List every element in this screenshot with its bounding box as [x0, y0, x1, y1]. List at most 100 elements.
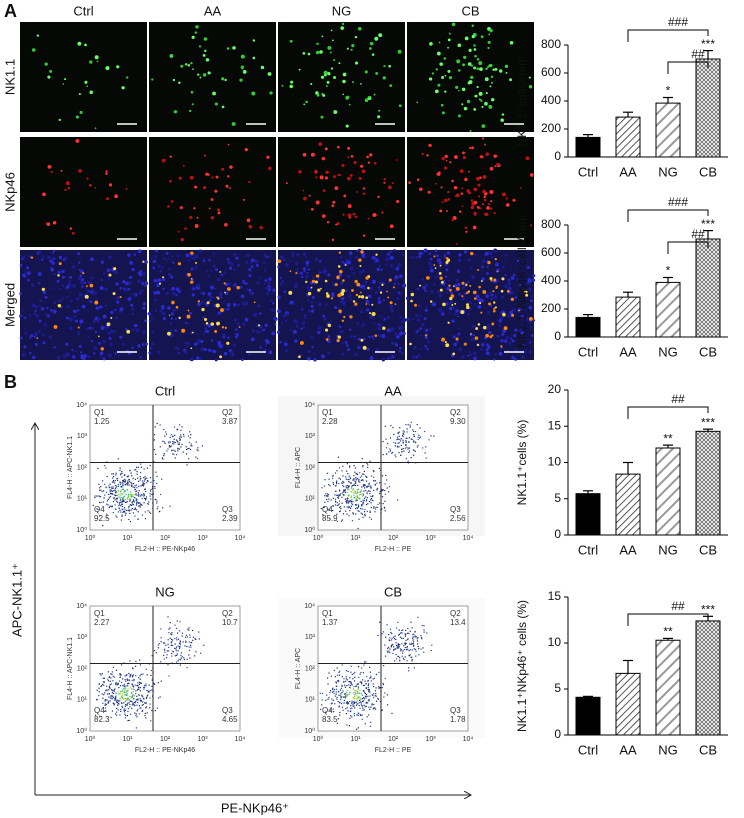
event-dot [120, 499, 121, 500]
event-dot [164, 649, 165, 650]
event-dot [164, 436, 165, 437]
nucleus [359, 271, 362, 274]
nucleus [348, 294, 352, 298]
flow-plot [90, 606, 240, 731]
event-dot [117, 692, 118, 693]
event-dot [355, 513, 356, 514]
event-dot [333, 691, 334, 692]
nucleus [172, 262, 174, 264]
event-dot [127, 694, 128, 695]
quadrant-value: 2.27 [94, 618, 110, 627]
event-dot [360, 672, 361, 673]
nucleus [489, 251, 493, 255]
event-dot [408, 667, 409, 668]
event-dot [405, 444, 406, 445]
event-dot [353, 673, 354, 674]
nucleus [359, 346, 362, 349]
event-dot [392, 452, 393, 453]
nucleus [79, 293, 83, 297]
event-dot [138, 677, 139, 678]
event-dot [165, 431, 166, 432]
nucleus [109, 337, 112, 340]
event-dot [128, 475, 129, 476]
nucleus [203, 333, 205, 335]
bar [576, 137, 600, 157]
cell-spot [365, 296, 368, 299]
micrograph [20, 22, 147, 132]
event-dot [361, 682, 362, 683]
cell-spot [440, 289, 443, 292]
nucleus [385, 257, 388, 260]
cell-spot [378, 33, 382, 37]
event-dot [428, 439, 429, 440]
event-dot [190, 449, 191, 450]
event-dot [415, 431, 416, 432]
nucleus [302, 322, 305, 325]
cell-spot [399, 104, 402, 107]
cell-spot [398, 50, 402, 54]
nucleus [157, 278, 161, 282]
event-dot [180, 644, 181, 645]
nucleus [148, 352, 151, 355]
event-dot [362, 465, 363, 466]
cell-spot [520, 187, 522, 189]
event-dot [357, 698, 358, 699]
cell-spot [187, 273, 191, 277]
event-dot [136, 467, 137, 468]
nucleus [265, 287, 267, 289]
x-tick-label: 10⁰ [313, 735, 324, 743]
event-dot [119, 673, 120, 674]
event-dot [369, 678, 370, 679]
event-dot [132, 667, 133, 668]
nucleus [201, 300, 205, 304]
nucleus [103, 357, 106, 360]
cell-spot [376, 214, 378, 216]
nucleus [142, 343, 145, 346]
event-dot [401, 449, 402, 450]
event-dot [339, 494, 340, 495]
event-dot [140, 664, 141, 665]
micrograph [19, 249, 148, 360]
nucleus [279, 341, 282, 344]
event-dot [398, 432, 399, 433]
image-background [278, 137, 405, 247]
event-dot [127, 693, 128, 694]
event-dot [109, 686, 110, 687]
event-dot [169, 445, 170, 446]
event-dot [198, 631, 199, 632]
event-dot [385, 510, 386, 511]
nucleus [197, 302, 201, 306]
nucleus [347, 275, 350, 278]
nucleus [81, 278, 84, 281]
event-dot [333, 709, 334, 710]
event-dot [370, 707, 371, 708]
quadrant-name: Q3 [222, 505, 233, 514]
event-dot [97, 699, 98, 700]
event-dot [328, 498, 329, 499]
event-dot [333, 498, 334, 499]
event-dot [135, 666, 136, 667]
nucleus [29, 337, 31, 339]
bar [656, 103, 680, 157]
event-dot [146, 478, 147, 479]
event-dot [127, 690, 128, 691]
event-dot [180, 640, 181, 641]
event-dot [136, 503, 137, 504]
event-dot [125, 701, 126, 702]
cell-spot [359, 265, 361, 267]
event-dot [108, 671, 109, 672]
cell-spot [389, 278, 392, 281]
event-dot [350, 708, 351, 709]
cell-spot [382, 326, 385, 329]
event-dot [358, 688, 359, 689]
micrograph [20, 137, 147, 247]
event-dot [124, 686, 125, 687]
cell-spot [290, 81, 293, 84]
nucleus [250, 262, 252, 264]
event-dot [408, 424, 409, 425]
event-dot [136, 716, 137, 717]
nucleus [399, 351, 401, 353]
event-dot [180, 655, 181, 656]
event-dot [347, 463, 348, 464]
event-dot [406, 438, 407, 439]
